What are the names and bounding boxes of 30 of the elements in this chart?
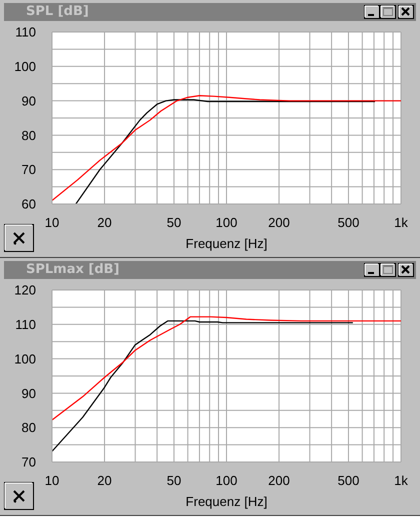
y-tick-label: 110 xyxy=(15,24,36,40)
y-tick-label: 70 xyxy=(22,454,36,470)
x-tick-label: 200 xyxy=(268,215,290,230)
y-tick-label: 80 xyxy=(22,420,36,436)
y-tick-label: 100 xyxy=(14,351,36,366)
y-tick-label: 90 xyxy=(22,386,36,401)
x-tick-label: 1k xyxy=(394,473,408,488)
x-tick-label: 100 xyxy=(216,215,238,230)
y-tick-label: 110 xyxy=(15,317,36,332)
x-tick-label: 10 xyxy=(44,473,60,488)
x-tick-label: 500 xyxy=(338,215,360,230)
x-tick-label: 20 xyxy=(97,473,112,488)
chart-title: SPL [dB] xyxy=(26,4,89,19)
x-tick-label: 500 xyxy=(338,473,360,488)
x-axis-title: Frequenz [Hz] xyxy=(186,236,268,251)
x-axis-title: Frequenz [Hz] xyxy=(186,494,268,509)
x-tick-label: 200 xyxy=(268,473,290,488)
y-tick-label: 100 xyxy=(14,59,36,74)
y-tick-label: 70 xyxy=(22,162,36,178)
x-tick-label: 50 xyxy=(166,473,182,488)
y-tick-label: 120 xyxy=(14,282,36,298)
x-tick-label: 10 xyxy=(44,215,60,230)
x-tick-label: 1k xyxy=(394,215,408,230)
x-tick-label: 100 xyxy=(216,473,238,488)
x-tick-label: 20 xyxy=(97,215,112,230)
y-tick-label: 80 xyxy=(22,128,36,143)
x-tick-label: 50 xyxy=(166,215,182,230)
chart-title: SPLmax [dB] xyxy=(26,262,120,277)
y-tick-label: 60 xyxy=(22,196,36,212)
y-tick-label: 90 xyxy=(22,93,36,108)
